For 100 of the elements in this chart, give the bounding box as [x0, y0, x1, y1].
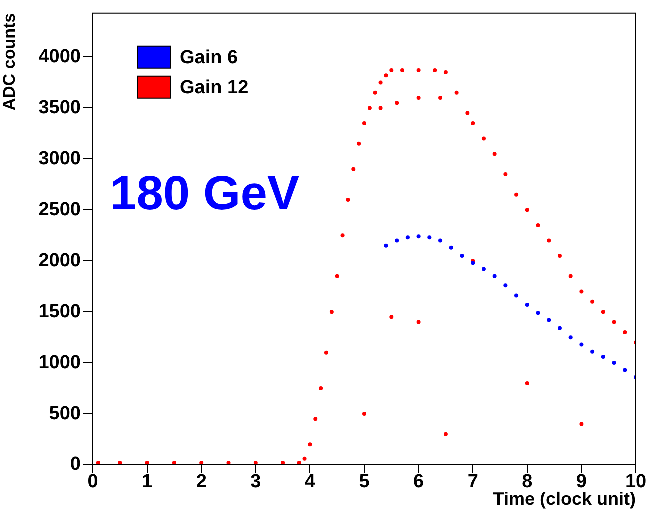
- point: [395, 238, 400, 243]
- point: [416, 234, 421, 239]
- point: [145, 460, 150, 465]
- point: [308, 442, 312, 447]
- point: [346, 198, 350, 202]
- x-tick-label: 0: [88, 472, 98, 493]
- point: [466, 111, 470, 116]
- point: [492, 274, 497, 278]
- point: [362, 412, 366, 416]
- point: [172, 460, 176, 465]
- legend-label: Gain 12: [180, 78, 249, 99]
- x-tick-label: 1: [142, 472, 154, 493]
- point: [623, 368, 628, 372]
- point: [547, 318, 552, 322]
- annotation: 180 GeV: [110, 168, 300, 221]
- point: [416, 96, 421, 100]
- x-tick-label: 4: [304, 472, 316, 493]
- point: [118, 460, 122, 465]
- point: [444, 70, 448, 75]
- point: [482, 267, 486, 272]
- point: [324, 350, 328, 355]
- point: [454, 90, 459, 95]
- point: [373, 90, 378, 95]
- point: [433, 68, 438, 72]
- y-tick-label: 1500: [38, 301, 81, 322]
- point: [438, 238, 443, 243]
- point: [400, 68, 405, 72]
- point: [568, 274, 573, 278]
- legend-label: Gain 6: [180, 48, 238, 69]
- point: [525, 208, 530, 212]
- y-tick-label: 2000: [38, 250, 81, 272]
- y-tick-label: 0: [70, 454, 81, 476]
- point: [525, 302, 530, 307]
- point: [580, 422, 584, 426]
- point: [357, 142, 362, 146]
- point: [368, 106, 372, 110]
- point: [254, 460, 258, 465]
- point: [416, 68, 421, 72]
- point: [340, 234, 345, 238]
- point: [590, 350, 595, 354]
- point: [362, 121, 366, 126]
- point: [378, 80, 383, 85]
- point: [601, 310, 606, 314]
- x-tick-label: 2: [196, 472, 207, 493]
- point: [200, 460, 204, 465]
- point: [623, 330, 628, 334]
- point: [601, 354, 606, 359]
- y-tick-label: 2500: [38, 199, 81, 220]
- point: [352, 167, 356, 172]
- point: [514, 192, 519, 197]
- point: [460, 254, 464, 258]
- point: [547, 238, 552, 243]
- point: [558, 326, 562, 330]
- point: [504, 172, 508, 176]
- point: [314, 417, 318, 422]
- point: [525, 381, 530, 386]
- point: [335, 274, 340, 278]
- point: [416, 320, 421, 324]
- x-tick-label: 7: [468, 472, 478, 493]
- point: [536, 223, 540, 228]
- x-tick-label: 6: [414, 472, 424, 493]
- y-tick-label: 3000: [38, 148, 81, 170]
- point: [580, 342, 584, 347]
- point: [612, 320, 616, 324]
- point: [330, 310, 334, 314]
- y-tick-label: 3500: [38, 97, 81, 118]
- point: [471, 121, 476, 126]
- point: [384, 74, 388, 78]
- point: [482, 136, 486, 141]
- point: [558, 254, 562, 258]
- point: [390, 68, 394, 72]
- point: [96, 460, 100, 465]
- y-tick-label: 500: [49, 403, 81, 424]
- point: [492, 152, 497, 156]
- point: [580, 290, 584, 294]
- point: [449, 246, 454, 250]
- point: [281, 460, 286, 465]
- point: [504, 284, 508, 288]
- point: [568, 336, 573, 340]
- x-tick-label: 3: [250, 472, 262, 493]
- point: [438, 96, 443, 100]
- point: [536, 311, 540, 316]
- point: [428, 236, 432, 240]
- y-tick-label: 4000: [38, 46, 81, 68]
- point: [384, 244, 388, 248]
- point: [390, 315, 394, 320]
- point: [378, 106, 383, 110]
- y-tick-label: 1000: [38, 352, 81, 374]
- point: [444, 432, 448, 436]
- x-tick-label: 5: [359, 472, 370, 493]
- point: [590, 300, 595, 304]
- point: [514, 294, 519, 298]
- point: [319, 386, 324, 391]
- point: [406, 236, 410, 240]
- point: [302, 456, 307, 461]
- point: [226, 460, 231, 465]
- point: [297, 460, 302, 465]
- point: [612, 361, 616, 366]
- y-axis-title: ADC counts: [0, 13, 19, 111]
- point: [395, 101, 400, 106]
